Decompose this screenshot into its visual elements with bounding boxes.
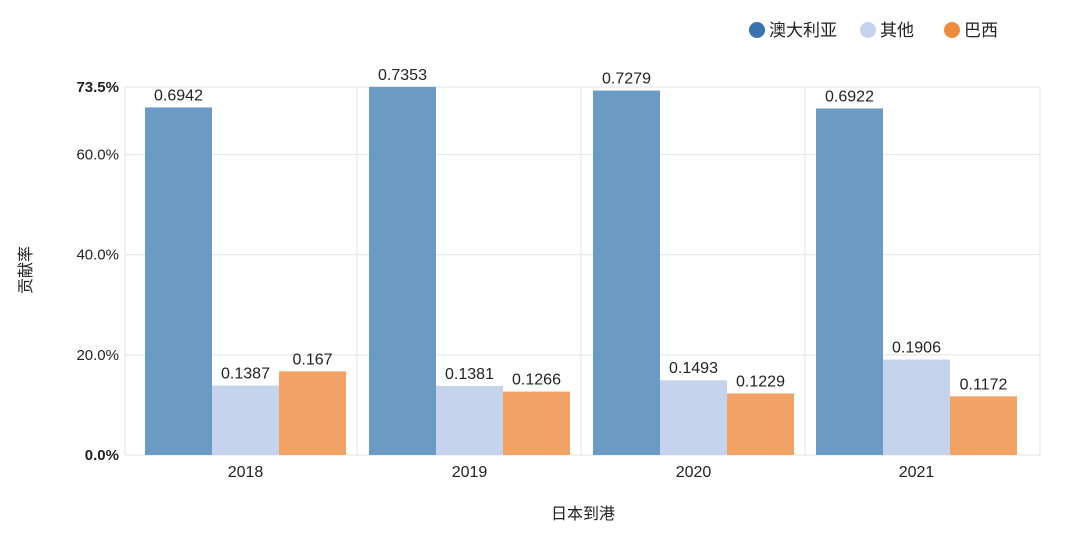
bar	[503, 391, 570, 455]
bar	[660, 380, 727, 455]
y-tick-label: 0.0%	[85, 447, 119, 464]
y-tick-label: 40.0%	[76, 247, 119, 264]
legend-label: 其他	[880, 21, 914, 41]
legend-label: 巴西	[964, 21, 998, 41]
legend-marker	[749, 22, 765, 38]
y-axis-title: 贡献率	[16, 246, 35, 294]
data-label: 0.1906	[892, 340, 941, 357]
data-label-layer: 0.6942 0.7353 0.7279 0.6922 0.1387 0.1381 0.14…	[154, 67, 1007, 393]
data-label: 0.1387	[221, 366, 270, 383]
tick-layer: 0.0% 20.0% 40.0% 60.0% 73.5% 2018 2019 2020 2021	[76, 79, 934, 481]
x-tick-label: 2018	[228, 464, 264, 481]
bar	[950, 396, 1017, 455]
data-label: 0.1266	[512, 372, 561, 389]
legend-marker	[944, 22, 960, 38]
x-tick-label: 2021	[899, 464, 935, 481]
legend-label: 澳大利亚	[769, 21, 837, 41]
x-axis-title: 日本到港	[551, 504, 615, 523]
bar	[369, 86, 436, 455]
legend: 澳大利亚 其他 巴西	[749, 21, 998, 41]
data-label: 0.1493	[669, 360, 718, 377]
data-label: 0.7353	[378, 67, 427, 84]
bar	[727, 393, 794, 455]
x-tick-label: 2019	[452, 464, 488, 481]
data-label: 0.1381	[445, 366, 494, 383]
data-label: 0.6942	[154, 87, 203, 104]
data-label: 0.1229	[736, 373, 785, 390]
legend-marker	[860, 22, 876, 38]
data-label: 0.167	[292, 351, 332, 368]
y-tick-label: 60.0%	[76, 147, 119, 164]
bar	[816, 108, 883, 456]
bar	[883, 359, 950, 455]
bar	[279, 371, 346, 455]
bar	[593, 90, 660, 455]
bar	[145, 107, 212, 455]
data-label: 0.6922	[825, 88, 874, 105]
x-tick-label: 2020	[676, 464, 712, 481]
data-label: 0.1172	[960, 376, 1008, 393]
bar	[436, 385, 503, 455]
data-label: 0.7279	[602, 71, 651, 88]
bar-layer	[145, 86, 1017, 456]
y-tick-label: 20.0%	[76, 347, 119, 364]
bar	[212, 385, 279, 455]
y-tick-label: 73.5%	[76, 79, 119, 96]
